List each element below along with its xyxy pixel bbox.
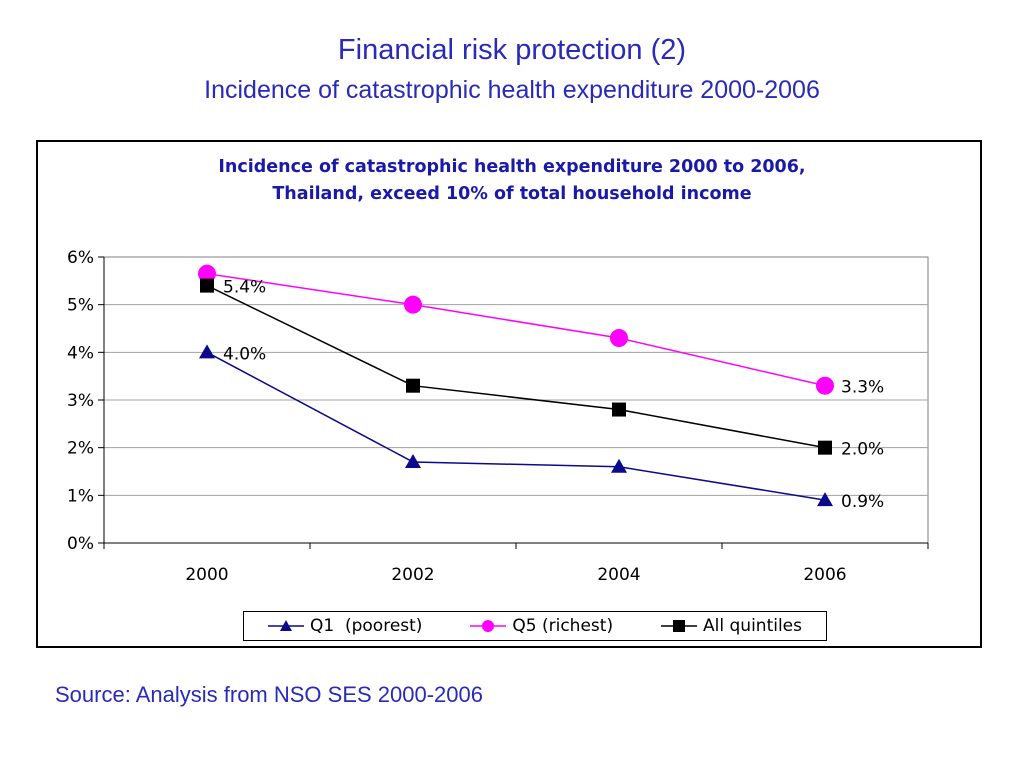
data-point-triangle <box>611 458 627 473</box>
y-tick-label: 4% <box>67 343 94 363</box>
x-tick-label: 2004 <box>597 565 640 585</box>
x-tick-label: 2002 <box>391 565 434 585</box>
y-tick-label: 0% <box>67 534 94 554</box>
data-point-circle <box>198 264 216 283</box>
legend-label-q1: Q1 (poorest) <box>309 616 423 636</box>
data-point-square <box>612 402 626 417</box>
data-label: 4.0% <box>223 344 266 364</box>
slide-title: Financial risk protection (2) <box>337 34 687 66</box>
chart-title-line-1: Incidence of catastrophic health expendi… <box>218 157 806 177</box>
y-tick-label: 6% <box>67 248 94 268</box>
y-tick-label: 5% <box>67 296 94 316</box>
chart-title: Incidence of catastrophic health expendi… <box>0 154 1024 208</box>
source-note: Source: Analysis from NSO SES 2000-2006 <box>55 682 483 707</box>
y-tick-label: 2% <box>67 439 94 459</box>
series-line-1 <box>206 272 826 387</box>
legend-item-q1: Q1 (poorest) <box>267 616 423 636</box>
data-point-circle <box>404 295 422 314</box>
y-tick-label: 3% <box>67 391 94 411</box>
data-label: 3.3% <box>841 378 884 398</box>
data-point-triangle <box>199 344 215 359</box>
chart-legend: Q1 (poorest) Q5 (richest) All quintiles <box>243 611 827 641</box>
data-label: 0.9% <box>841 492 884 512</box>
data-label: 5.4% <box>223 278 266 298</box>
legend-label-q5: Q5 (richest) <box>512 616 614 636</box>
series-line-2 <box>206 284 826 449</box>
x-tick-label: 2000 <box>185 565 228 585</box>
series-line-0 <box>206 351 826 501</box>
data-point-square <box>818 440 832 455</box>
data-point-circle <box>610 329 628 348</box>
triangle-marker-icon <box>267 620 304 631</box>
legend-label-all: All quintiles <box>703 616 803 636</box>
data-point-square <box>200 278 214 293</box>
y-tick-label: 1% <box>67 486 94 506</box>
data-point-triangle <box>817 492 833 507</box>
square-marker-icon <box>661 620 698 632</box>
data-point-circle <box>816 376 834 395</box>
data-point-square <box>406 378 420 393</box>
data-point-triangle <box>405 453 421 468</box>
circle-marker-icon <box>470 620 507 632</box>
legend-item-all: All quintiles <box>661 616 802 636</box>
legend-item-q5: Q5 (richest) <box>470 616 613 636</box>
chart-title-line-2: Thailand, exceed 10% of total household … <box>272 184 752 204</box>
x-tick-label: 2006 <box>803 565 846 585</box>
data-label: 2.0% <box>841 440 884 460</box>
slide-subtitle: Incidence of catastrophic health expendi… <box>204 76 820 104</box>
